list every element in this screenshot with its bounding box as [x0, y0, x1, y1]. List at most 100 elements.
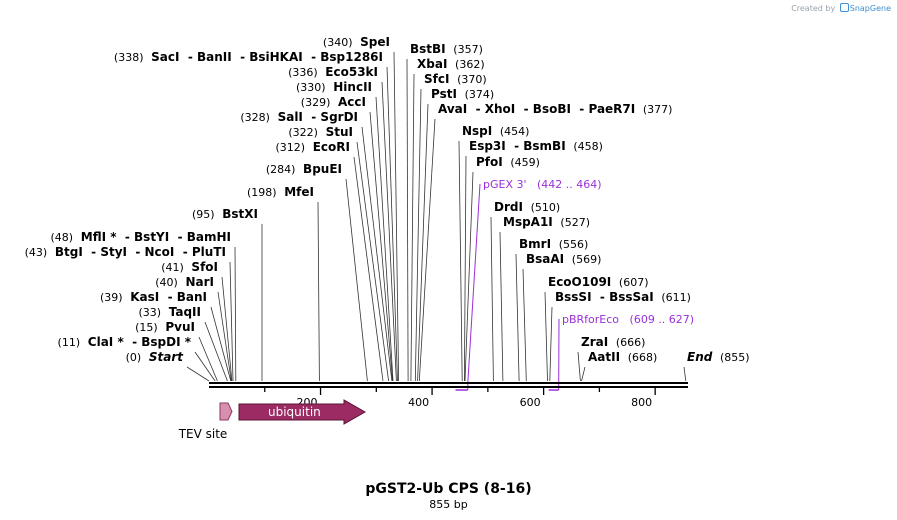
enzyme-name: StyI	[100, 245, 127, 259]
enzyme-name: SacI	[151, 50, 179, 64]
enzyme-name: Start	[149, 350, 184, 364]
site-connector	[345, 178, 368, 382]
site-connector	[369, 111, 393, 382]
site-connector	[417, 103, 429, 382]
restriction-site-label[interactable]: (328) SalI - SgrDI	[240, 110, 358, 124]
enzyme-name: XhoI	[485, 102, 516, 116]
restriction-site-label[interactable]: BmrI (556)	[519, 237, 588, 251]
restriction-site-label[interactable]: (198) MfeI	[247, 185, 314, 199]
site-connector	[464, 171, 474, 382]
enzyme-name: Bsp1286I	[320, 50, 383, 64]
site-position: (15)	[135, 321, 158, 334]
restriction-site-label[interactable]: ZraI (666)	[581, 335, 645, 349]
tev-site-arrow[interactable]	[219, 402, 233, 421]
restriction-site-label[interactable]: (312) EcoRI	[276, 140, 351, 154]
site-position: (41)	[161, 261, 184, 274]
site-connector	[317, 201, 320, 382]
enzyme-name: BtgI	[55, 245, 83, 259]
snapgene-logo-icon	[839, 3, 849, 12]
map-title: pGST2-Ub CPS (8-16)	[365, 481, 532, 497]
enzyme-name: BsmBI	[523, 139, 565, 153]
enzyme-name: AccI	[338, 95, 366, 109]
site-connector	[198, 336, 218, 382]
restriction-site-label[interactable]: NspI (454)	[462, 124, 529, 138]
restriction-site-label[interactable]: BsaAI (569)	[526, 252, 601, 266]
restriction-site-label[interactable]: (0) Start	[126, 350, 185, 364]
site-connector	[410, 73, 415, 382]
restriction-site-label[interactable]: BssSI - BssSaI (611)	[555, 290, 691, 304]
restriction-site-label[interactable]: BstBI (357)	[410, 42, 483, 56]
site-position: (370)	[457, 73, 487, 86]
site-connector	[683, 366, 687, 382]
enzyme-name: MspA1I	[503, 215, 553, 229]
enzyme-name: HincII	[333, 80, 372, 94]
enzyme-name: NspI	[462, 124, 492, 138]
site-connector	[381, 81, 397, 382]
ubiquitin-arrow[interactable]	[238, 399, 367, 425]
site-connector	[581, 366, 586, 382]
restriction-site-label[interactable]: (95) BstXI	[192, 207, 258, 221]
restriction-site-label[interactable]: SfcI (370)	[424, 72, 487, 86]
site-connector	[499, 231, 504, 382]
site-position: (39)	[100, 291, 123, 304]
restriction-site-label[interactable]: MspA1I (527)	[503, 215, 590, 229]
site-connector	[221, 276, 233, 382]
enzyme-name: BanII	[197, 50, 232, 64]
map-length: 855 bp	[429, 498, 468, 511]
site-connector	[234, 246, 237, 382]
restriction-site-label[interactable]: (11) ClaI * - BspDI *	[58, 335, 192, 349]
enzyme-name: SfoI	[191, 260, 218, 274]
restriction-site-label[interactable]: XbaI (362)	[417, 57, 485, 71]
enzyme-name: NcoI	[145, 245, 175, 259]
enzyme-name: BssSaI	[609, 290, 654, 304]
restriction-site-label[interactable]: (15) PvuI	[135, 320, 195, 334]
restriction-site-label[interactable]: PstI (374)	[431, 87, 494, 101]
site-connector	[356, 141, 389, 382]
restriction-site-label[interactable]: End (855)	[687, 350, 750, 364]
site-position: (338)	[114, 51, 144, 64]
site-position: (330)	[296, 81, 326, 94]
restriction-site-label[interactable]: (43) BtgI - StyI - NcoI - PluTI	[25, 245, 226, 259]
restriction-site-label[interactable]: (40) NarI	[155, 275, 214, 289]
restriction-site-label[interactable]: (41) SfoI	[161, 260, 218, 274]
restriction-site-label[interactable]: (340) SpeI	[323, 35, 390, 49]
site-connector	[386, 66, 398, 382]
restriction-site-label[interactable]: (284) BpuEI	[266, 162, 342, 176]
restriction-site-label[interactable]: (329) AccI	[301, 95, 366, 109]
primer-label[interactable]: pGEX 3' (442 .. 464)	[483, 178, 602, 191]
site-connector	[464, 155, 467, 382]
restriction-site-label[interactable]: (322) StuI	[288, 125, 353, 139]
site-position: (11)	[58, 336, 81, 349]
enzyme-name: BstYI	[134, 230, 169, 244]
site-position: (43)	[25, 246, 48, 259]
site-position: (374)	[465, 88, 495, 101]
restriction-site-label[interactable]: (336) Eco53kI	[288, 65, 378, 79]
enzyme-name: PluTI	[192, 245, 226, 259]
restriction-site-label[interactable]: AatII (668)	[588, 350, 657, 364]
enzyme-name: EcoRI	[313, 140, 350, 154]
site-position: (556)	[559, 238, 589, 251]
site-connector	[490, 216, 494, 382]
site-position: (611)	[661, 291, 691, 304]
restriction-site-label[interactable]: (39) KasI - BanI	[100, 290, 207, 304]
restriction-site-label[interactable]: (338) SacI - BanII - BsiHKAI - Bsp1286I	[114, 50, 383, 64]
primer-label[interactable]: pBRforEco (609 .. 627)	[562, 313, 694, 326]
restriction-site-label[interactable]: (330) HincII	[296, 80, 372, 94]
enzyme-name: PvuI	[165, 320, 195, 334]
site-connector	[393, 51, 399, 382]
enzyme-name: SgrDI	[320, 110, 358, 124]
restriction-site-label[interactable]: DrdI (510)	[494, 200, 560, 214]
site-connector	[361, 126, 393, 382]
restriction-site-label[interactable]: (48) MflI * - BstYI - BamHI	[51, 230, 231, 244]
restriction-site-label[interactable]: (33) TaqII	[139, 305, 202, 319]
enzyme-name: BspDI *	[141, 335, 191, 349]
enzyme-name: TaqII	[169, 305, 201, 319]
restriction-site-label[interactable]: Esp3I - BsmBI (458)	[469, 139, 603, 153]
restriction-site-label[interactable]: PfoI (459)	[476, 155, 540, 169]
snapgene-credit: Created by SnapGene	[791, 3, 891, 13]
restriction-site-label[interactable]: EcoO109I (607)	[548, 275, 649, 289]
restriction-site-label[interactable]: AvaI - XhoI - BsoBI - PaeR7I (377)	[438, 102, 672, 116]
site-position: (357)	[453, 43, 483, 56]
enzyme-name: XbaI	[417, 57, 447, 71]
site-position: (48)	[51, 231, 74, 244]
